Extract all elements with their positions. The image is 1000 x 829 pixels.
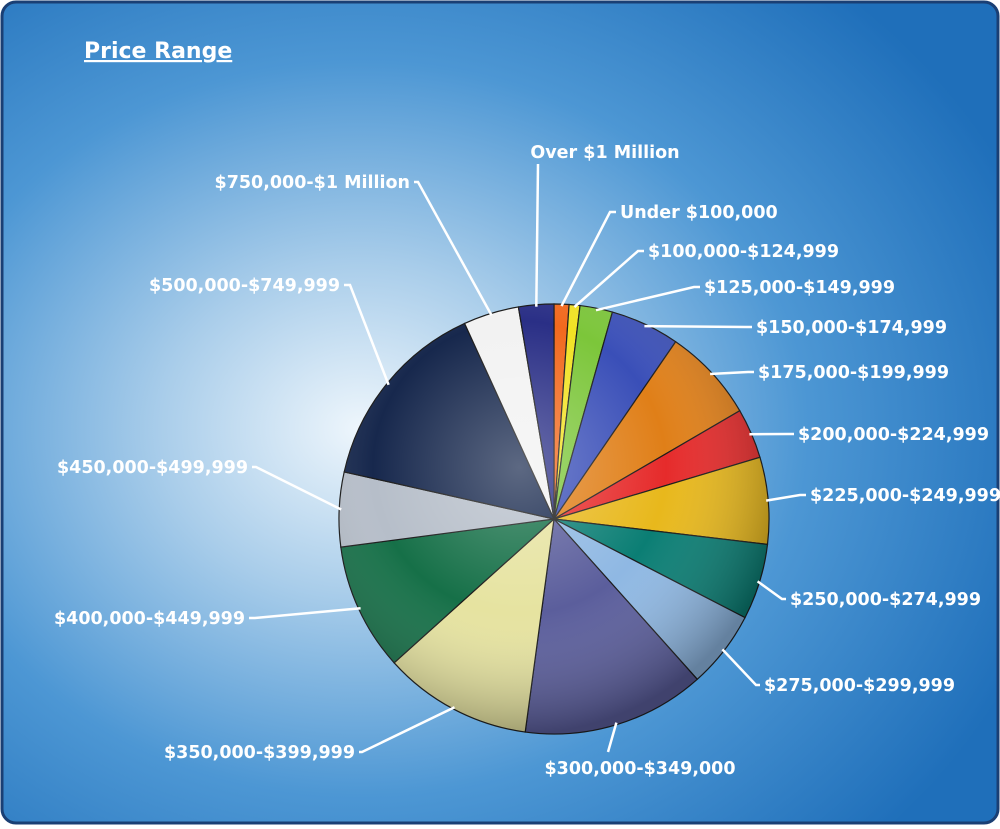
slice-label-225-000-249-999: $225,000-$249,999	[810, 486, 1000, 506]
slice-label-750-000-1-million: $750,000-$1 Million	[215, 173, 410, 193]
slice-label-over-1-million: Over $1 Million	[530, 143, 679, 163]
slice-label-200-000-224-999: $200,000-$224,999	[798, 425, 989, 445]
pie-slices	[339, 304, 769, 734]
leader-line-over-1-million	[536, 164, 538, 307]
leader-line-150-000-174-999	[644, 326, 752, 327]
slice-label-450-000-499-999: $450,000-$499,999	[57, 458, 248, 478]
slice-label-500-000-749-999: $500,000-$749,999	[149, 276, 340, 296]
slice-label-350-000-399-999: $350,000-$399,999	[164, 743, 355, 763]
slice-label-250-000-274-999: $250,000-$274,999	[790, 590, 981, 610]
slice-label-under-100-000: Under $100,000	[620, 203, 778, 223]
slice-label-300-000-349-000: $300,000-$349,000	[544, 759, 735, 779]
slice-label-150-000-174-999: $150,000-$174,999	[756, 318, 947, 338]
slice-label-400-000-449-999: $400,000-$449,999	[54, 609, 245, 629]
slice-label-175-000-199-999: $175,000-$199,999	[758, 363, 949, 383]
slice-label-100-000-124-999: $100,000-$124,999	[648, 242, 839, 262]
slice-label-275-000-299-999: $275,000-$299,999	[764, 676, 955, 696]
chart-title: Price Range	[84, 39, 232, 64]
slice-label-125-000-149-999: $125,000-$149,999	[704, 278, 895, 298]
